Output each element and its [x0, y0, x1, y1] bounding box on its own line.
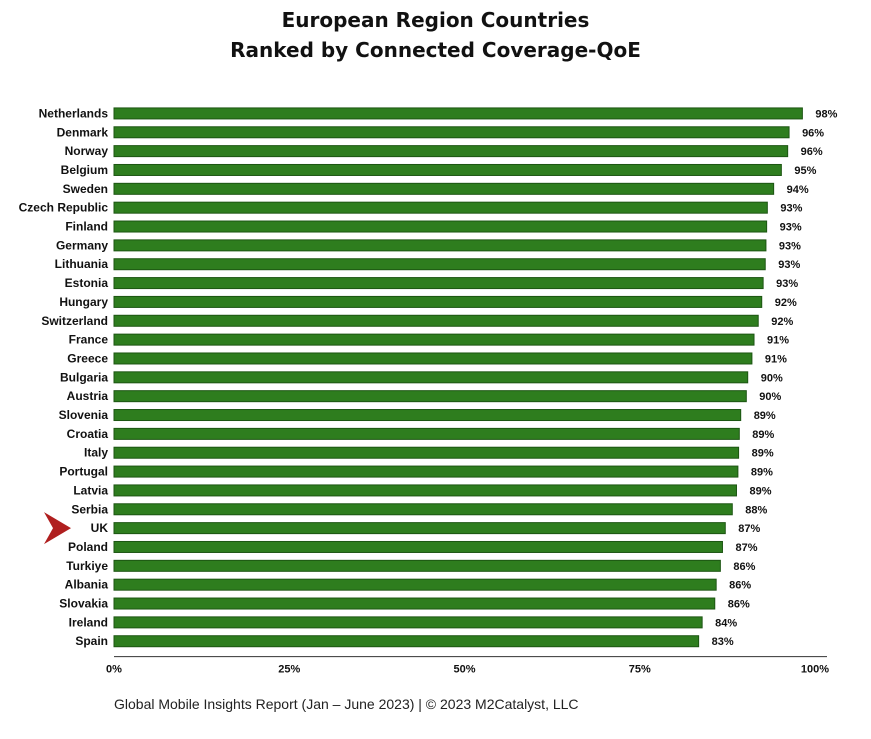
- category-label: Greece: [67, 351, 108, 365]
- category-label: Croatia: [67, 427, 109, 441]
- x-tick-label: 50%: [453, 664, 475, 676]
- value-label: 92%: [771, 316, 793, 328]
- category-label: Netherlands: [39, 106, 109, 120]
- category-label: Belgium: [61, 163, 108, 177]
- footer-credit: Global Mobile Insights Report (Jan – Jun…: [114, 696, 579, 712]
- category-label: Bulgaria: [60, 370, 108, 384]
- x-tick-label: 25%: [278, 664, 300, 676]
- category-label: Lithuania: [55, 257, 109, 271]
- bar-finland: [113, 220, 768, 233]
- bar-greece: [113, 352, 753, 365]
- value-label: 83%: [712, 636, 734, 648]
- bar-chart: Netherlands 98% Denmark 96% Norway 96% Belgium…: [19, 106, 838, 676]
- category-label: Germany: [56, 238, 108, 252]
- category-label: Serbia: [71, 502, 108, 516]
- bar-spain: [113, 635, 700, 648]
- category-label: France: [69, 333, 109, 347]
- bar-norway: [113, 145, 789, 158]
- category-label: UK: [91, 521, 109, 535]
- bar-bulgaria: [113, 371, 749, 384]
- category-label: Portugal: [59, 465, 108, 479]
- value-label: 98%: [815, 108, 837, 120]
- value-label: 87%: [735, 542, 757, 554]
- value-label: 91%: [767, 335, 789, 347]
- value-label: 94%: [787, 184, 809, 196]
- value-label: 89%: [752, 448, 774, 460]
- value-label: 93%: [780, 222, 802, 234]
- value-label: 90%: [761, 372, 783, 384]
- value-label: 89%: [754, 410, 776, 422]
- category-label: Slovenia: [59, 408, 109, 422]
- category-label: Hungary: [59, 295, 108, 309]
- category-label: Ireland: [69, 615, 108, 629]
- value-label: 88%: [745, 504, 767, 516]
- value-label: 89%: [751, 467, 773, 479]
- category-label: Norway: [65, 144, 109, 158]
- bar-ireland: [113, 616, 703, 629]
- bar-lithuania: [113, 258, 766, 271]
- value-label: 87%: [738, 523, 760, 535]
- category-label: Estonia: [65, 276, 109, 290]
- bar-slovenia: [113, 409, 742, 422]
- chart-title-line1: European Region Countries: [281, 8, 590, 32]
- category-label: Italy: [84, 446, 108, 460]
- bar-belgium: [113, 163, 782, 176]
- bar-slovakia: [113, 597, 716, 610]
- bar-hungary: [113, 295, 763, 308]
- bar-czech-republic: [113, 201, 768, 214]
- value-label: 92%: [775, 297, 797, 309]
- bar-italy: [113, 446, 740, 459]
- bar-serbia: [113, 503, 733, 516]
- chart-title-line2: Ranked by Connected Coverage-QoE: [230, 38, 641, 62]
- value-label: 86%: [729, 580, 751, 592]
- category-label: Albania: [65, 578, 109, 592]
- bar-albania: [113, 578, 717, 591]
- bar-estonia: [113, 277, 764, 290]
- category-label: Latvia: [73, 483, 108, 497]
- value-label: 96%: [801, 146, 823, 158]
- bar-france: [113, 333, 755, 346]
- category-label: Finland: [65, 220, 108, 234]
- value-label: 93%: [780, 203, 802, 215]
- value-label: 93%: [778, 259, 800, 271]
- value-label: 91%: [765, 353, 787, 365]
- bar-austria: [113, 390, 747, 403]
- bar-latvia: [113, 484, 737, 497]
- bar-germany: [113, 239, 767, 252]
- bar-denmark: [113, 126, 790, 139]
- x-tick-label: 100%: [801, 664, 829, 676]
- category-label: Switzerland: [41, 314, 108, 328]
- value-label: 86%: [733, 561, 755, 573]
- x-tick-label: 75%: [629, 664, 651, 676]
- value-label: 89%: [749, 485, 771, 497]
- bar-croatia: [113, 427, 740, 440]
- x-tick-label: 0%: [106, 664, 122, 676]
- category-label: Denmark: [57, 125, 109, 139]
- value-label: 90%: [759, 391, 781, 403]
- bar-sweden: [113, 182, 775, 195]
- category-label: Spain: [75, 634, 108, 648]
- category-label: Sweden: [63, 182, 108, 196]
- category-label: Turkiye: [66, 559, 108, 573]
- highlight-arrow-icon: [44, 512, 71, 545]
- category-label: Austria: [67, 389, 109, 403]
- value-label: 84%: [715, 617, 737, 629]
- bar-poland: [113, 540, 723, 553]
- value-label: 95%: [794, 165, 816, 177]
- category-label: Poland: [68, 540, 108, 554]
- bar-uk: [113, 522, 726, 535]
- value-label: 96%: [802, 127, 824, 139]
- bar-turkiye: [113, 559, 721, 572]
- category-label: Slovakia: [59, 597, 108, 611]
- category-label: Czech Republic: [19, 201, 109, 215]
- bar-netherlands: [113, 107, 803, 120]
- value-label: 89%: [752, 429, 774, 441]
- bar-switzerland: [113, 314, 759, 327]
- value-label: 86%: [728, 599, 750, 611]
- value-label: 93%: [779, 240, 801, 252]
- bar-portugal: [113, 465, 739, 478]
- value-label: 93%: [776, 278, 798, 290]
